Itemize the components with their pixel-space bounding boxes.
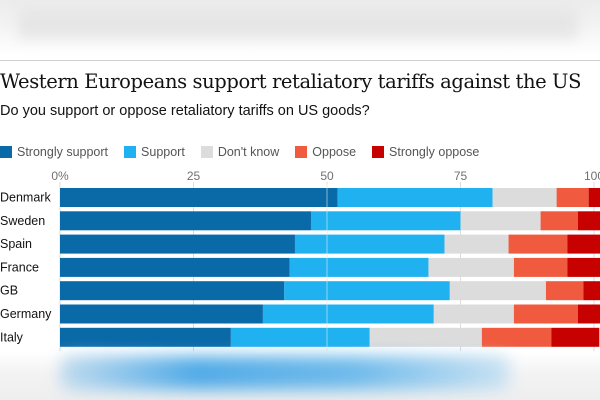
title-rule [0, 60, 600, 61]
blurred-footer-strip [0, 352, 600, 400]
bar-segment-don-t-know [460, 211, 541, 231]
legend-swatch [200, 146, 213, 158]
x-tick-label: 50 [320, 170, 334, 183]
x-tick-label: 0% [51, 170, 69, 183]
bar-segment-support [284, 281, 450, 301]
bar-segment-strongly-oppose [567, 234, 600, 254]
stacked-bar-chart: 0% 25 50 75 100 Denmark Sweden Spain France GB Ger… [0, 170, 600, 352]
bar-segment-don-t-know [433, 304, 514, 324]
blurred-header-content [18, 8, 578, 38]
legend-item-0: Strongly support [0, 145, 108, 159]
bar-segment-oppose [556, 188, 589, 207]
legend-swatch [0, 146, 12, 158]
bar-segment-strongly-support [60, 234, 295, 254]
category-label: Spain [0, 237, 32, 251]
bar-segment-don-t-know [428, 257, 514, 277]
legend-label: Support [141, 145, 185, 159]
bar-segment-don-t-know [369, 327, 482, 347]
legend-swatch [295, 146, 308, 158]
category-label: France [0, 260, 39, 274]
bar-segment-support [337, 188, 493, 207]
bar-segment-oppose [513, 257, 568, 277]
x-tick-label: 100 [584, 170, 600, 183]
legend-item-1: Support [124, 145, 185, 159]
legend-swatch [124, 146, 137, 158]
bar-segment-oppose [545, 281, 584, 301]
category-label: Italy [0, 330, 24, 344]
legend-item-2: Don't know [200, 145, 280, 159]
bar-segment-strongly-oppose [583, 281, 600, 301]
chart-title: Western Europeans support retaliatory ta… [0, 70, 582, 93]
bar-segment-strongly-support [60, 211, 311, 231]
legend-label: Don't know [217, 145, 280, 159]
bar-segment-support [294, 234, 445, 254]
bar-segment-strongly-oppose [551, 327, 600, 347]
chart-subtitle: Do you support or oppose retaliatory tar… [0, 103, 370, 119]
bar-segment-oppose [513, 304, 578, 324]
legend-swatch [372, 146, 385, 158]
bar-segment-strongly-oppose [567, 257, 600, 277]
category-label: Sweden [0, 214, 45, 228]
x-tick-label: 25 [187, 170, 201, 183]
category-label: Germany [0, 307, 52, 321]
bar-segment-oppose [508, 234, 568, 254]
legend-label: Oppose [312, 145, 357, 159]
x-tick-label: 75 [454, 170, 468, 183]
legend-label: Strongly support [17, 145, 109, 159]
chart-legend: Strongly support Support Don't know Oppose S… [0, 144, 495, 160]
category-label: Denmark [0, 191, 51, 205]
bar-segment-support [262, 304, 434, 324]
bar-segment-strongly-oppose [588, 188, 600, 207]
category-label: GB [0, 284, 18, 298]
blurred-header-strip [0, 0, 600, 56]
bar-segment-strongly-support [60, 257, 290, 277]
blurred-footer-content [60, 356, 510, 390]
bar-segment-oppose [481, 327, 552, 347]
bar-segment-support [310, 211, 461, 231]
bar-segment-strongly-support [60, 327, 231, 347]
bar-segment-strongly-support [60, 281, 285, 301]
bar-segment-strongly-oppose [577, 211, 600, 231]
legend-item-3: Oppose [295, 145, 356, 159]
legend-label: Strongly oppose [389, 145, 480, 159]
bar-segment-don-t-know [492, 188, 557, 207]
bar-segment-support [289, 257, 429, 277]
bar-segment-strongly-oppose [577, 304, 600, 324]
bar-segment-support [230, 327, 370, 347]
bar-segment-strongly-support [60, 188, 338, 207]
bar-segment-strongly-support [60, 304, 263, 324]
bar-segment-don-t-know [444, 234, 509, 254]
legend-item-4: Strongly oppose [372, 145, 479, 159]
bar-segment-don-t-know [449, 281, 546, 301]
bar-segment-oppose [540, 211, 578, 231]
